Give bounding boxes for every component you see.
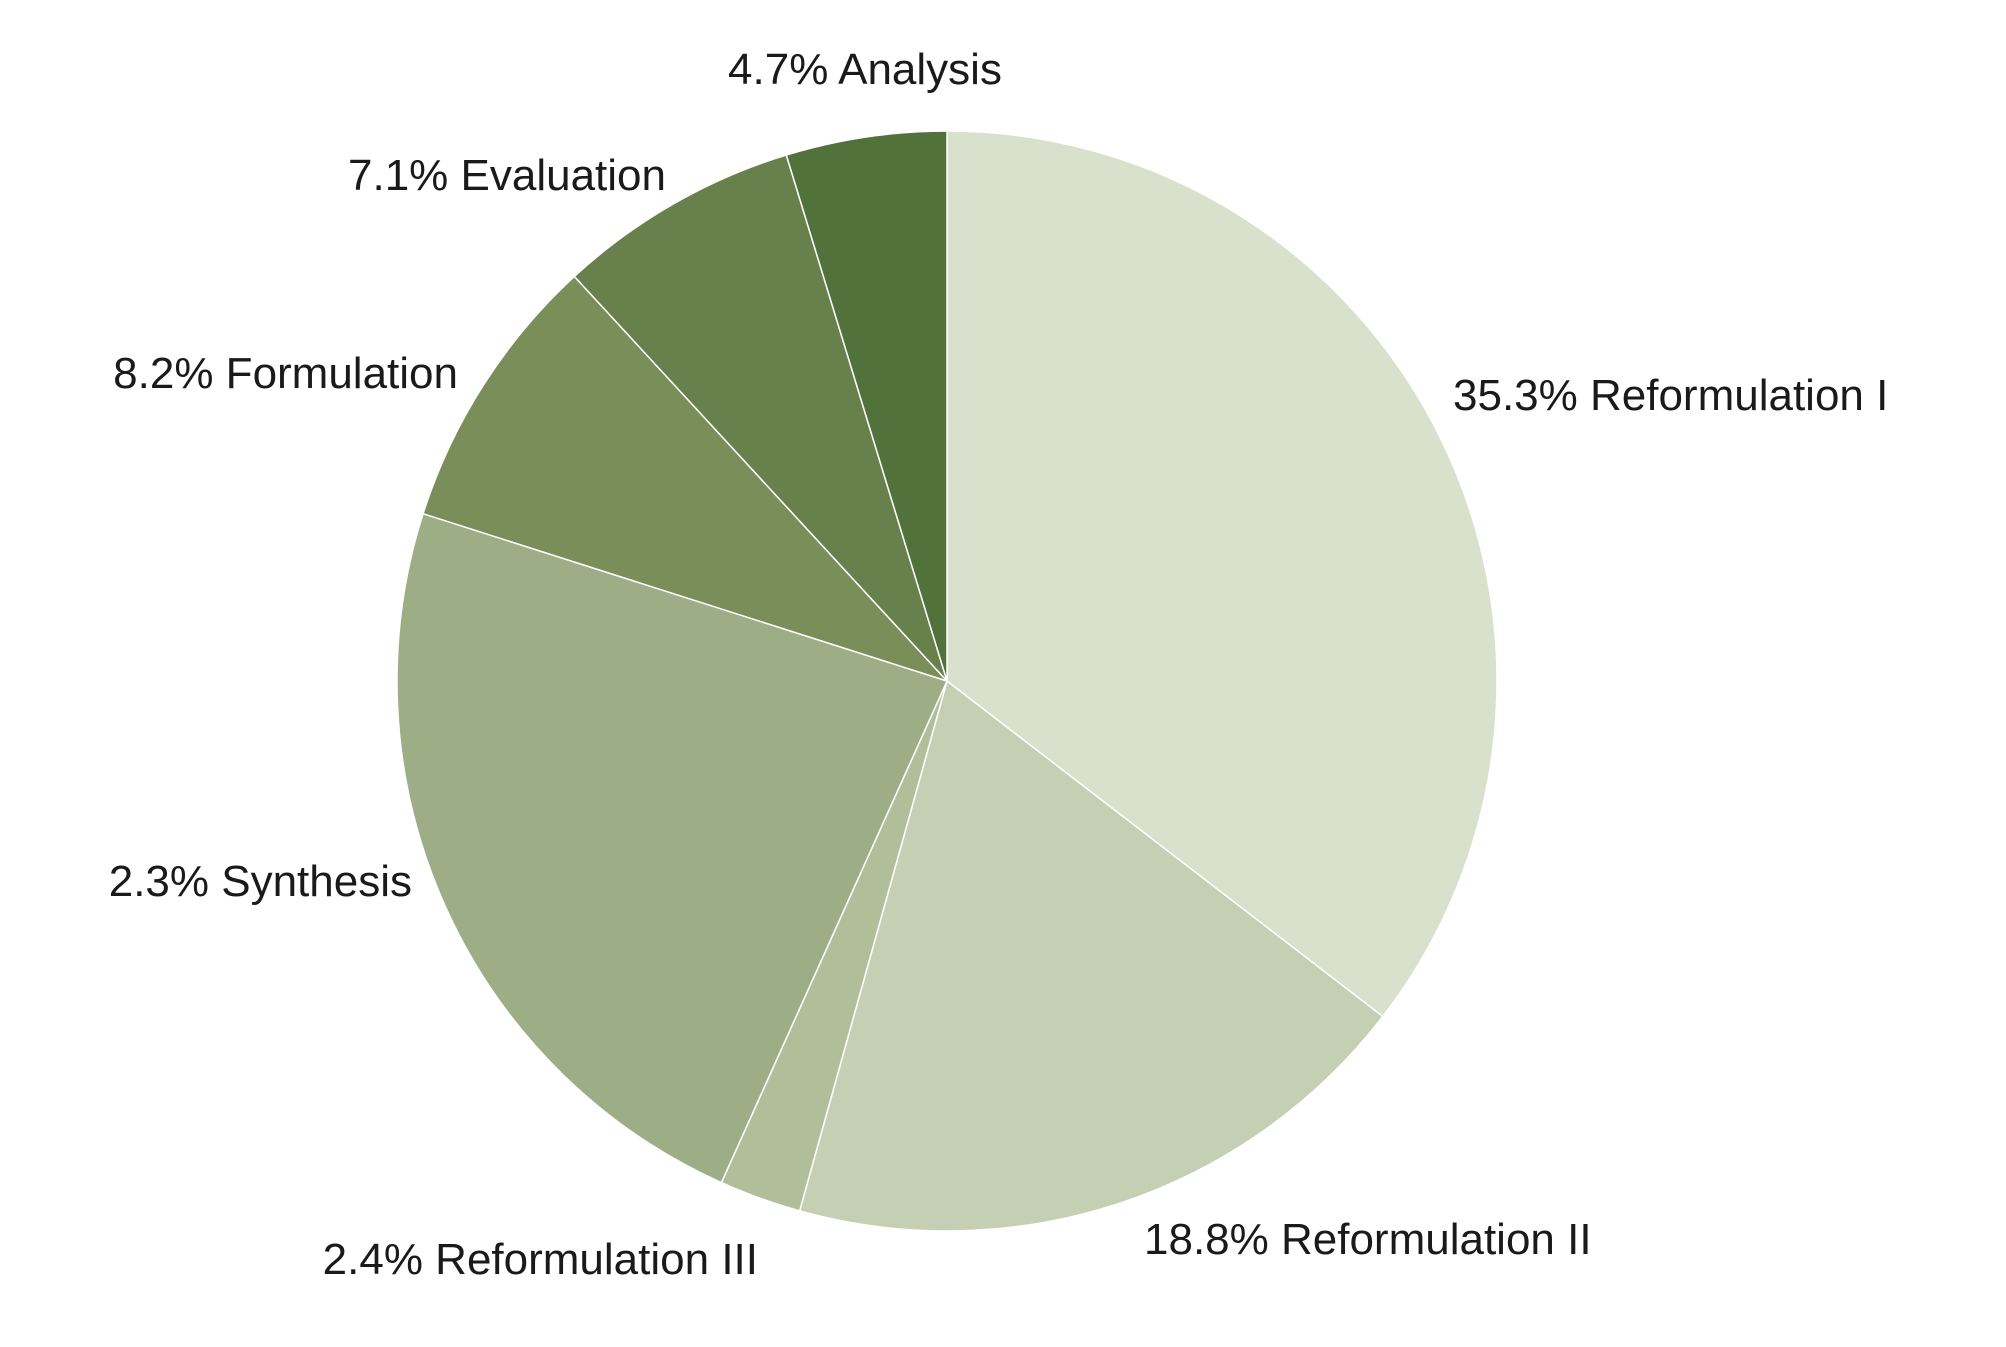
slice-label-synthesis: 2.3% Synthesis: [109, 857, 412, 906]
slice-label-analysis: 4.7% Analysis: [728, 45, 1002, 94]
pie-slice-reformulation-i: [946, 130, 1498, 1018]
pie-labels: 35.3% Reformulation I 18.8% Reformulatio…: [109, 45, 1889, 1284]
slice-label-evaluation: 7.1% Evaluation: [348, 151, 666, 200]
pie-slices: [396, 130, 1498, 1232]
pie-slice-evaluation: [573, 154, 948, 682]
slice-label-reformulation-ii: 18.8% Reformulation II: [1144, 1215, 1592, 1264]
pie-slice-reformulation-ii: [798, 679, 1384, 1232]
slice-label-reformulation-i: 35.3% Reformulation I: [1453, 371, 1888, 420]
slice-label-reformulation-iii: 2.4% Reformulation III: [323, 1235, 758, 1284]
pie-slice-formulation: [422, 275, 950, 683]
pie-slice-analysis: [785, 130, 948, 682]
slice-label-formulation: 8.2% Formulation: [113, 349, 458, 398]
pie-slice-synthesis: [396, 512, 949, 1184]
